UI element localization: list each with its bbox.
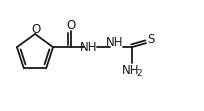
Text: O: O: [31, 23, 40, 36]
Text: O: O: [67, 19, 76, 32]
Text: NH: NH: [106, 36, 124, 49]
Text: NH: NH: [80, 41, 98, 54]
Text: S: S: [147, 33, 155, 46]
Text: NH: NH: [122, 64, 140, 77]
Text: 2: 2: [136, 69, 142, 78]
